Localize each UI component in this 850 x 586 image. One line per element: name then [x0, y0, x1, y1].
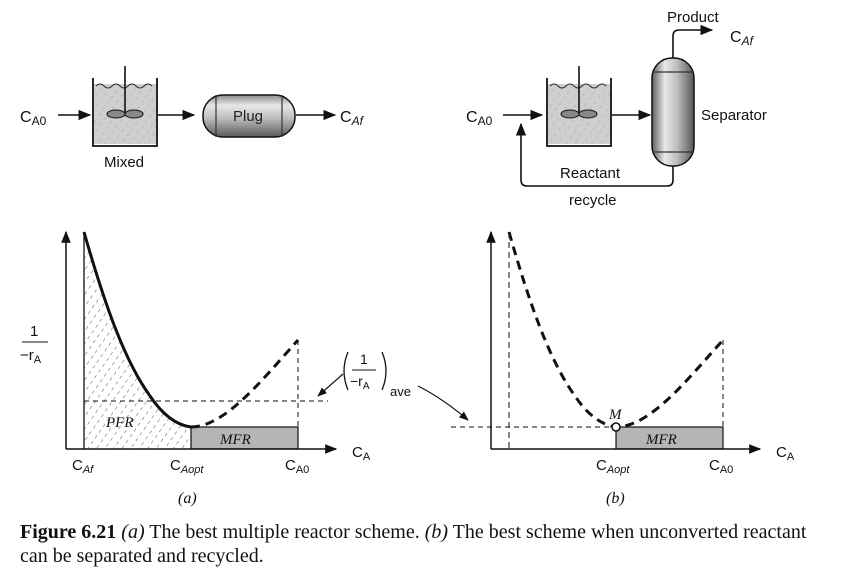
svg-text:ave: ave — [390, 384, 411, 399]
recycle-label-1: Reactant — [560, 165, 621, 182]
caption-text-b: The best scheme when unconverted reactan… — [20, 521, 807, 567]
panel-b-scheme: CA0 Separator Product CAf Reactant recyc… — [466, 9, 767, 209]
svg-text:−rA: −rA — [350, 373, 370, 392]
point-label-m: M — [608, 407, 623, 423]
recycle-line — [515, 122, 674, 187]
product-label: Product — [667, 9, 720, 26]
mfr-label-a: MFR — [219, 432, 251, 448]
caption-part-b: (b) — [424, 521, 449, 543]
caption-part-a: (a) — [121, 521, 145, 543]
pfr-label: PFR — [105, 415, 134, 431]
separator-label: Separator — [701, 107, 767, 124]
caption-text-a: The best multiple reactor scheme. — [144, 521, 425, 543]
tick-caopt-b: CAopt — [596, 457, 630, 476]
plug-reactor-icon — [202, 94, 296, 138]
recycle-label-2: recycle — [569, 192, 617, 209]
average-label: 1 −rA ave — [343, 351, 411, 399]
x-axis-label-a: CA — [352, 444, 371, 463]
rate-curve-solid-a — [82, 231, 192, 429]
mixed-tank-b-icon — [546, 66, 612, 147]
product-line — [672, 24, 714, 58]
inlet-label-b: CA0 — [466, 109, 493, 128]
separator-icon — [651, 57, 695, 167]
inlet-label-a: CA0 — [20, 109, 47, 128]
svg-text:1: 1 — [360, 351, 368, 367]
panel-letter-a: (a) — [178, 490, 197, 507]
figure-number: Figure 6.21 — [20, 521, 117, 543]
panel-b-plot: M MFR CAopt CA0 CA (b) — [451, 230, 795, 507]
y-label-num: 1 — [30, 323, 38, 340]
tick-caopt-a: CAopt — [170, 457, 204, 476]
tick-ca0-a: CA0 — [285, 457, 309, 476]
panel-a-scheme: CA0 Mixed Plug CAf — [20, 66, 365, 171]
rate-curve-dashed-b — [507, 231, 725, 429]
product-conc-label: CAf — [730, 29, 755, 48]
figure-caption: Figure 6.21 (a) The best multiple reacto… — [20, 520, 820, 568]
x-axis-label-b: CA — [776, 444, 795, 463]
mixed-label: Mixed — [104, 154, 144, 171]
average-pointer-a — [317, 373, 344, 397]
panel-a-plot: 1 −rA PFR MFR CAf CAopt CA0 CA (a) — [20, 230, 371, 507]
outlet-label-a: CAf — [340, 109, 365, 128]
tick-ca0-b: CA0 — [709, 457, 733, 476]
optimum-point — [611, 422, 621, 432]
rate-curve-dashed-a — [190, 338, 300, 429]
tick-caf: CAf — [72, 457, 94, 476]
mfr-label-b: MFR — [645, 432, 677, 448]
panel-letter-b: (b) — [606, 490, 625, 507]
pfr-area — [84, 232, 191, 449]
y-label-den: −rA — [20, 347, 42, 366]
mixed-tank-icon — [92, 66, 158, 147]
plug-label: Plug — [233, 108, 263, 125]
average-pointer-b — [417, 385, 469, 421]
